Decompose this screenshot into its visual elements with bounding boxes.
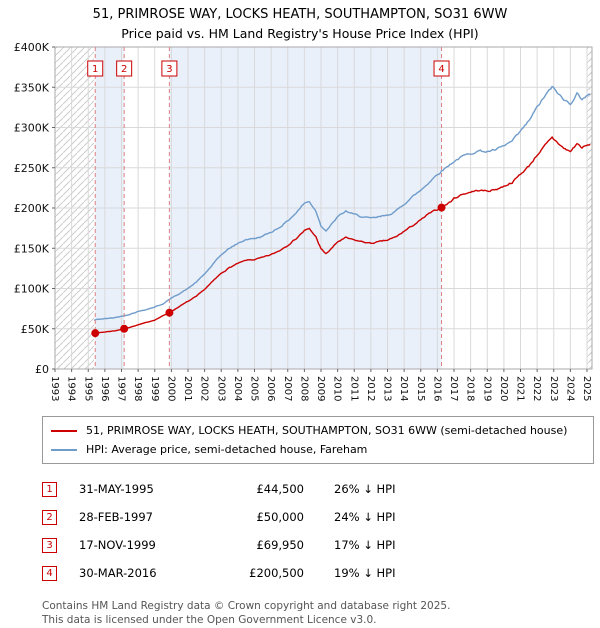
sale-marker-number: 3 (166, 64, 172, 75)
sale-number-badge: 2 (42, 509, 57, 525)
sale-point (120, 325, 129, 333)
sale-date: 17-NOV-1999 (79, 538, 156, 553)
x-axis-label: 2018 (465, 376, 476, 401)
x-axis-label: 2014 (398, 376, 409, 401)
x-axis-label: 2006 (265, 376, 276, 401)
x-axis-label: 2012 (365, 376, 376, 401)
x-axis-label: 2019 (481, 376, 492, 401)
table-row: 4 30-MAR-2016 £200,500 19% ↓ HPI (42, 559, 600, 587)
hpi-line (93, 85, 591, 322)
x-axis-label: 2022 (531, 376, 542, 401)
sale-vs-hpi: 24% ↓ HPI (334, 510, 396, 525)
x-axis-label: 2017 (448, 376, 459, 401)
x-axis-label: 2020 (498, 376, 509, 401)
sale-point (437, 203, 446, 212)
legend-hpi-label: HPI: Average price, semi-detached house,… (86, 443, 368, 457)
x-axis-label: 2005 (249, 376, 260, 401)
sale-price: £44,500 (256, 482, 304, 497)
sale-vs-hpi: 17% ↓ HPI (334, 538, 396, 553)
footer-line-2: This data is licensed under the Open Gov… (42, 613, 377, 626)
y-axis-label: £250K (14, 162, 50, 175)
license-footer: Contains HM Land Registry data © Crown c… (42, 600, 600, 627)
sale-number-badge: 1 (42, 481, 57, 497)
y-axis-label: £200K (14, 202, 50, 215)
sale-marker-number: 1 (92, 64, 98, 75)
y-axis-label: £400K (14, 41, 50, 54)
x-axis-label: 2007 (282, 376, 293, 401)
sale-marker-box (161, 60, 178, 77)
y-axis-label: £100K (14, 283, 50, 296)
sale-marker-box (116, 60, 133, 77)
sale-marker-box (87, 60, 104, 77)
sale-price: £50,000 (256, 510, 304, 525)
x-axis-label: 2021 (515, 376, 526, 401)
table-row: 3 17-NOV-1999 £69,950 17% ↓ HPI (42, 531, 600, 559)
legend-item-hpi: HPI: Average price, semi-detached house,… (51, 440, 585, 459)
x-axis-label: 2009 (315, 376, 326, 401)
x-axis-label: 2016 (431, 376, 442, 401)
sale-date: 31-MAY-1995 (79, 482, 154, 497)
x-axis-label: 2023 (548, 376, 559, 401)
sale-point (165, 308, 174, 317)
x-axis-label: 2001 (182, 376, 193, 401)
sale-marker-number: 4 (438, 64, 444, 75)
y-axis-label: £50K (21, 323, 50, 336)
page-subtitle: Price paid vs. HM Land Registry's House … (121, 26, 479, 42)
x-axis-label: 2004 (232, 376, 243, 401)
x-axis-label: 2002 (199, 376, 210, 401)
x-axis-label: 2011 (348, 376, 359, 401)
sale-marker-number: 2 (121, 64, 127, 75)
x-axis-label: 1998 (132, 376, 143, 401)
legend-hpi-swatch (51, 448, 77, 451)
y-axis-label: £300K (14, 122, 50, 135)
x-axis-label: 2015 (415, 376, 426, 401)
x-axis-label: 1995 (82, 376, 93, 401)
x-axis-label: 1994 (66, 376, 77, 401)
x-axis-label: 2024 (564, 376, 575, 401)
transactions-table: 1 31-MAY-1995 £44,500 26% ↓ HPI 2 28-FEB… (42, 475, 600, 587)
sale-price: £200,500 (249, 566, 304, 581)
table-row: 2 28-FEB-1997 £50,000 24% ↓ HPI (42, 503, 600, 531)
legend-price-label: 51, PRIMROSE WAY, LOCKS HEATH, SOUTHAMPT… (86, 424, 568, 438)
table-row: 1 31-MAY-1995 £44,500 26% ↓ HPI (42, 475, 600, 503)
x-axis-label: 2000 (165, 376, 176, 401)
x-axis-label: 2025 (581, 376, 592, 401)
price-chart: £0 £50K £100K £150K £200K £250K £300K £350K £400… (14, 41, 593, 402)
page-title: 51, PRIMROSE WAY, LOCKS HEATH, SOUTHAMPT… (92, 7, 508, 22)
y-axis-label: £150K (14, 243, 50, 256)
sale-vs-hpi: 26% ↓ HPI (334, 482, 396, 497)
sale-price: £69,950 (256, 538, 304, 553)
price-paid-line (95, 136, 591, 335)
x-axis-label: 2013 (382, 376, 393, 401)
sale-point (91, 329, 100, 338)
sale-date: 28-FEB-1997 (79, 510, 153, 525)
sale-vs-hpi: 19% ↓ HPI (334, 566, 396, 581)
sale-marker-box (433, 60, 450, 77)
sale-number-badge: 4 (42, 565, 57, 581)
y-axis-label: £0 (35, 363, 49, 376)
sale-date: 30-MAR-2016 (79, 566, 157, 581)
x-axis-label: 1993 (49, 376, 60, 401)
x-axis-label: 2010 (332, 376, 343, 401)
sale-number-badge: 3 (42, 537, 57, 553)
x-axis-label: 1997 (116, 376, 127, 401)
x-axis-label: 1996 (99, 376, 110, 401)
x-axis-label: 2003 (215, 376, 226, 401)
footer-line-1: Contains HM Land Registry data © Crown c… (42, 600, 451, 613)
x-axis-label: 1999 (149, 376, 160, 401)
legend-item-price: 51, PRIMROSE WAY, LOCKS HEATH, SOUTHAMPT… (51, 421, 585, 440)
y-axis-label: £350K (14, 82, 50, 95)
chart-legend: 51, PRIMROSE WAY, LOCKS HEATH, SOUTHAMPT… (42, 416, 594, 465)
x-axis-label: 2008 (298, 376, 309, 401)
legend-price-swatch (51, 429, 77, 432)
